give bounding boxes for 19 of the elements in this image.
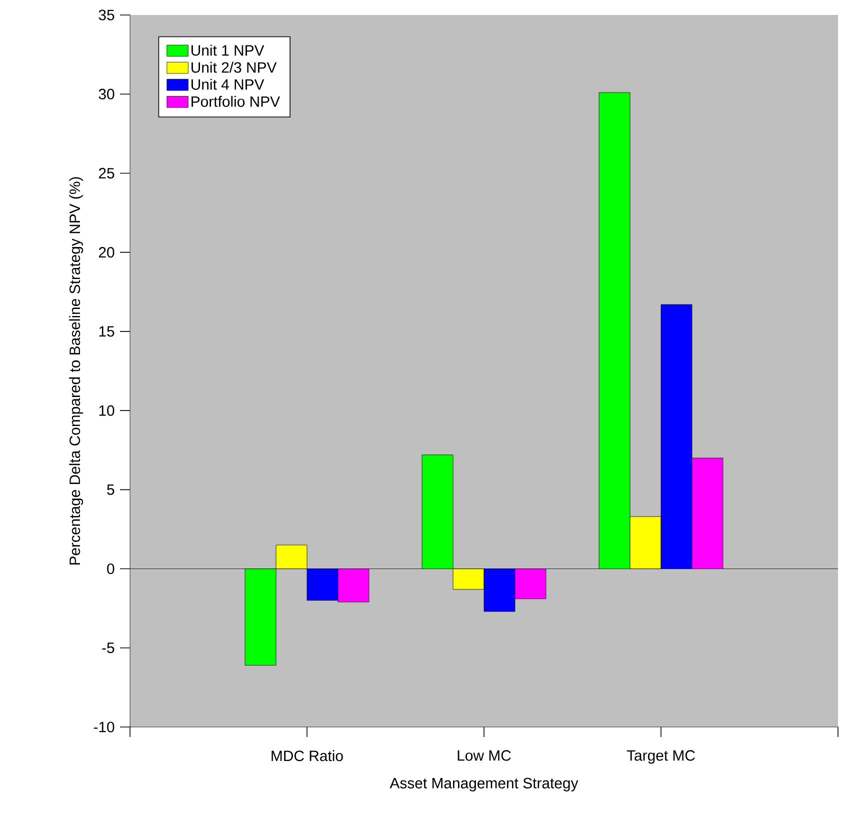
y-tick-label: 20 <box>98 247 114 258</box>
legend-label: Unit 4 NPV <box>192 78 264 90</box>
x-tick-label: Low MC <box>458 750 511 761</box>
y-tick-label: 5 <box>107 484 114 495</box>
y-tick-label: 10 <box>99 405 114 416</box>
y-tick-label: 30 <box>98 88 114 100</box>
x-tick-label: MDC Ratio <box>272 750 343 762</box>
y-axis-title: Percentage Delta Compared to Baseline Strategy NPV (%) <box>69 177 84 565</box>
y-tick-label: 25 <box>98 168 114 178</box>
y-tick-label: 0 <box>107 563 114 574</box>
legend-label: Portfolio NPV <box>192 96 280 107</box>
legend-label: Unit 2/3 NPV <box>192 62 277 73</box>
legend-label: Unit 1 NPV <box>192 44 264 56</box>
x-tick-label: Target MC <box>626 750 695 764</box>
y-tick-label: 15 <box>99 326 114 337</box>
y-tick-label: 35 <box>98 10 114 20</box>
y-tick-label: -10 <box>94 722 114 732</box>
x-axis-title: Asset Management Strategy <box>390 778 578 792</box>
y-tick-label: -5 <box>102 642 114 654</box>
